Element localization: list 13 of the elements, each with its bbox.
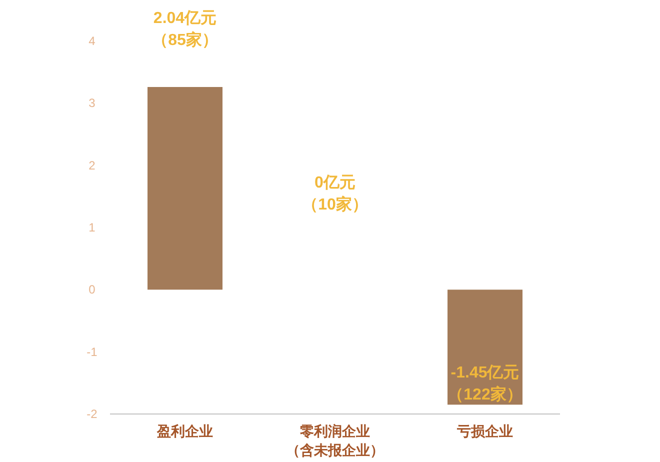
x-tick-label: 零利润企业（含未报企业） bbox=[286, 423, 384, 458]
y-tick-label: -2 bbox=[86, 407, 98, 421]
x-tick-label: 亏损企业 bbox=[456, 423, 513, 439]
y-tick-label: 1 bbox=[88, 220, 96, 234]
y-tick-label: 3 bbox=[88, 96, 96, 110]
y-tick-label: 4 bbox=[88, 34, 96, 48]
y-tick-label: 0 bbox=[88, 282, 96, 297]
y-tick-label: 2 bbox=[88, 158, 96, 172]
annotation: 0亿元（10家） bbox=[302, 174, 368, 214]
x-tick-label: 盈利企业 bbox=[156, 423, 213, 439]
annotation: -1.45亿元（122家） bbox=[448, 364, 522, 404]
y-tick-label: -1 bbox=[86, 344, 98, 359]
annotation: 2.04亿元（85家） bbox=[152, 9, 218, 50]
